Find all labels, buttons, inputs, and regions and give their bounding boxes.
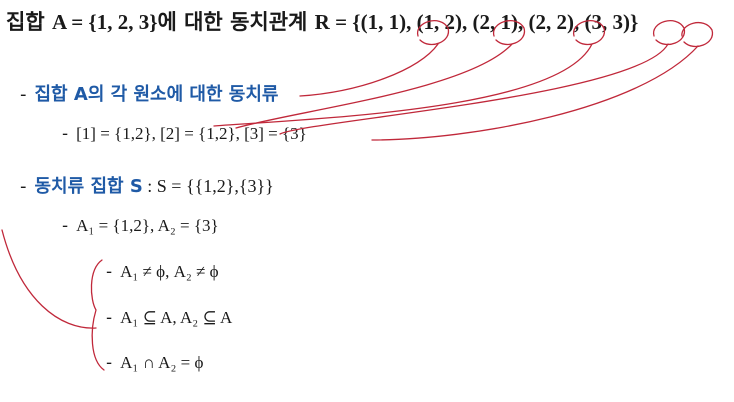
bullet-partition-blocks: - A₁ = {1,2}, A₂ = {3} <box>62 216 219 236</box>
quotient-set-math: : S = {{1,2},{3}} <box>143 176 274 196</box>
condition-nonempty: - A₁ ≠ ϕ, A₂ ≠ ϕ <box>106 262 219 282</box>
bullet-dash: - <box>62 124 68 144</box>
bullet-class-values: - [1] = {1,2}, [2] = {1,2}, [3] = {3} <box>62 124 307 144</box>
condition-subset: - A₁ ⊆ A, A₂ ⊆ A <box>106 308 232 328</box>
partition-blocks-text: A₁ = {1,2}, A₂ = {3} <box>76 216 219 235</box>
class-values-text: [1] = {1,2}, [2] = {1,2}, [3] = {3} <box>76 124 307 143</box>
ink-left-arc <box>2 230 96 328</box>
bullet-dash: - <box>106 262 112 282</box>
quotient-set-label: 동치류 집합 S <box>35 176 143 197</box>
bullet-dash: - <box>106 308 112 328</box>
heading-relation: R = {(1, 1), (1, 2), (2, 1), (2, 2), (3,… <box>315 10 639 34</box>
ink-circle-pair <box>654 21 685 45</box>
equivalence-classes-label: 집합 A의 각 원소에 대한 동치류 <box>35 84 279 105</box>
ink-brace <box>91 260 104 370</box>
bullet-dash: - <box>62 216 68 236</box>
bullet-dash: - <box>20 84 27 105</box>
bullet-dash: - <box>20 176 27 197</box>
bullet-quotient-set: - 동치류 집합 S : S = {{1,2},{3}} <box>20 172 274 198</box>
condition-disjoint: - A₁ ∩ A₂ = ϕ <box>106 353 203 373</box>
heading-set-a: A = {1, 2, 3} <box>52 10 158 34</box>
heading: 집합 A = {1, 2, 3}에 대한 동치관계 R = {(1, 1), (… <box>6 6 638 36</box>
heading-prefix: 집합 <box>6 10 52 34</box>
ink-link-curve <box>280 44 668 134</box>
condition-text: A₁ ⊆ A, A₂ ⊆ A <box>120 308 232 327</box>
ink-link-curve <box>300 44 438 96</box>
heading-mid: 에 대한 동치관계 <box>157 10 314 34</box>
ink-circle-pair <box>682 23 713 47</box>
condition-text: A₁ ∩ A₂ = ϕ <box>120 353 203 372</box>
bullet-dash: - <box>106 353 112 373</box>
bullet-equivalence-classes: - 집합 A의 각 원소에 대한 동치류 <box>20 80 278 106</box>
ink-link-curve <box>372 46 698 140</box>
condition-text: A₁ ≠ ϕ, A₂ ≠ ϕ <box>120 262 218 281</box>
